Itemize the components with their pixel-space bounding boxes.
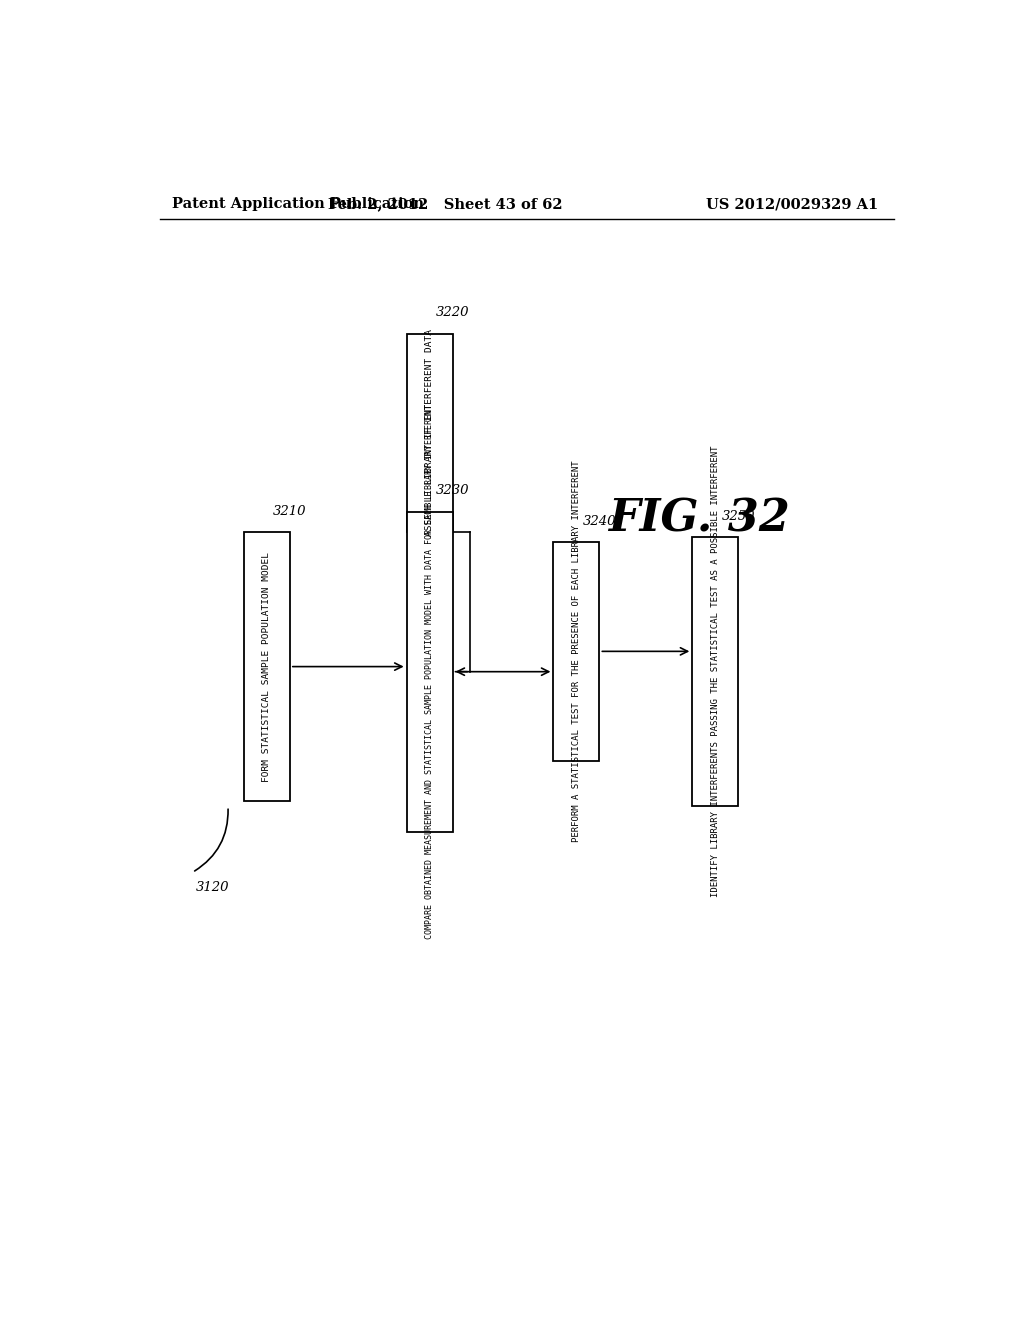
Text: Feb. 2, 2012   Sheet 43 of 62: Feb. 2, 2012 Sheet 43 of 62 — [328, 197, 563, 211]
Bar — [407, 512, 453, 832]
Bar — [692, 537, 738, 807]
Bar — [553, 543, 599, 760]
Text: 3240: 3240 — [583, 515, 616, 528]
Text: US 2012/0029329 A1: US 2012/0029329 A1 — [706, 197, 878, 211]
Text: 3210: 3210 — [273, 504, 307, 517]
Text: 3120: 3120 — [197, 880, 229, 894]
Text: IDENTIFY LIBRARY INTERFERENTS PASSING THE STATISTICAL TEST AS A POSSIBLE INTERFE: IDENTIFY LIBRARY INTERFERENTS PASSING TH… — [711, 446, 720, 898]
Text: COMPARE OBTAINED MEASUREMENT AND STATISTICAL SAMPLE POPULATION MODEL WITH DATA F: COMPARE OBTAINED MEASUREMENT AND STATIST… — [425, 404, 434, 940]
Text: 3220: 3220 — [436, 306, 469, 319]
Text: ASSEMBLE LIBRARY IF INTERFERENT DATA: ASSEMBLE LIBRARY IF INTERFERENT DATA — [425, 329, 434, 536]
Text: Patent Application Publication: Patent Application Publication — [172, 197, 424, 211]
Text: 3230: 3230 — [436, 484, 469, 498]
Bar — [244, 532, 290, 801]
Text: PERFORM A STATISTICAL TEST FOR THE PRESENCE OF EACH LIBRARY INTERFERENT: PERFORM A STATISTICAL TEST FOR THE PRESE… — [571, 461, 581, 842]
Text: FORM STATISTICAL SAMPLE POPULATION MODEL: FORM STATISTICAL SAMPLE POPULATION MODEL — [262, 552, 271, 781]
Text: FIG. 32: FIG. 32 — [608, 498, 791, 541]
Bar — [407, 334, 453, 532]
Text: 3250: 3250 — [722, 510, 755, 523]
